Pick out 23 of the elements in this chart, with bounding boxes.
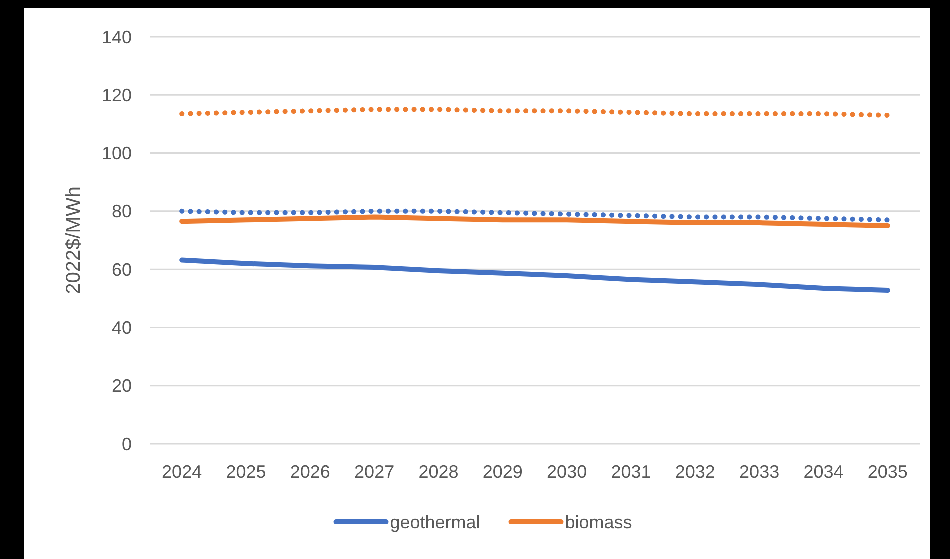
legend-label: geothermal bbox=[390, 512, 480, 532]
x-tick-label: 2030 bbox=[547, 462, 588, 482]
y-axis-title: 2022$/MWh bbox=[63, 186, 85, 294]
legend-label: biomass bbox=[565, 512, 632, 532]
y-tick-label: 40 bbox=[112, 318, 132, 338]
x-tick-label: 2032 bbox=[675, 462, 716, 482]
x-tick-label: 2035 bbox=[868, 462, 908, 482]
x-tick-label: 2033 bbox=[740, 462, 780, 482]
x-tick-label: 2028 bbox=[418, 462, 459, 482]
y-tick-label: 120 bbox=[102, 85, 132, 106]
x-tick-label: 2027 bbox=[354, 462, 395, 482]
y-tick-label: 140 bbox=[102, 27, 132, 48]
y-tick-label: 100 bbox=[102, 144, 132, 164]
x-tick-label: 2025 bbox=[226, 462, 266, 482]
x-tick-label: 2029 bbox=[482, 462, 523, 482]
x-tick-label: 2026 bbox=[290, 462, 330, 482]
x-tick-label: 2031 bbox=[611, 462, 652, 482]
y-tick-label: 0 bbox=[122, 434, 132, 454]
x-tick-label: 2034 bbox=[804, 462, 844, 482]
y-tick-label: 60 bbox=[112, 260, 132, 280]
y-tick-label: 20 bbox=[112, 376, 132, 396]
x-tick-label: 2024 bbox=[162, 462, 202, 482]
y-tick-label: 80 bbox=[112, 202, 132, 222]
